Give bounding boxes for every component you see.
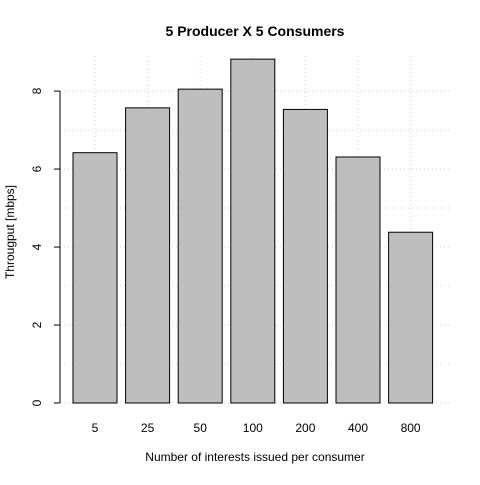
x-tick-label: 200	[295, 421, 315, 435]
bar-200	[282, 108, 328, 404]
bar-100	[230, 58, 276, 404]
x-tick-label: 25	[141, 421, 155, 435]
bar-5	[72, 152, 118, 404]
y-tick-label: 6	[30, 165, 44, 172]
x-axis-label: Number of interests issued per consumer	[145, 450, 364, 464]
bar-50	[177, 88, 223, 404]
y-tick-label: 4	[30, 243, 44, 250]
x-tick-label: 100	[243, 421, 263, 435]
y-tick-label: 0	[30, 399, 44, 406]
bar-25	[125, 107, 171, 404]
bar-400	[335, 156, 381, 404]
bar-800	[388, 231, 434, 404]
x-tick-labels: 5 25 50 100 200 400 800	[92, 421, 421, 435]
x-tick-label: 50	[194, 421, 208, 435]
x-tick-label: 5	[92, 421, 99, 435]
chart-title: 5 Producer X 5 Consumers	[166, 23, 345, 39]
bars-layer	[72, 58, 434, 404]
x-tick-label: 800	[401, 421, 421, 435]
y-axis: 0 2 4 6 8	[30, 87, 61, 406]
y-tick-label: 2	[30, 321, 44, 328]
y-tick-label: 8	[30, 87, 44, 94]
grid-layer	[60, 56, 450, 404]
x-tick-label: 400	[348, 421, 368, 435]
y-axis-label: Througput [mbps]	[3, 185, 17, 279]
